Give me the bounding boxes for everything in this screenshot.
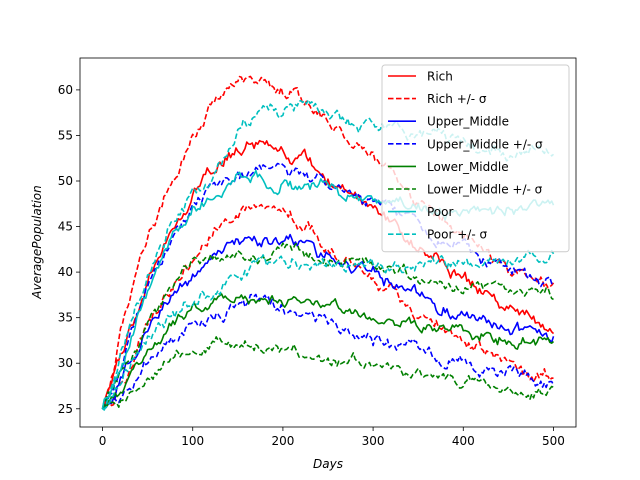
x-tick-label: 400 bbox=[452, 434, 475, 448]
x-axis-label: Days bbox=[313, 457, 343, 471]
legend-label: Upper_Middle bbox=[427, 115, 509, 129]
legend-label: Upper_Middle +/- σ bbox=[427, 137, 543, 151]
legend-label: Poor bbox=[427, 205, 453, 219]
x-tick-label: 100 bbox=[181, 434, 204, 448]
y-tick-label: 60 bbox=[58, 83, 73, 97]
legend-label: Lower_Middle +/- σ bbox=[427, 183, 543, 197]
plot-lines bbox=[101, 75, 555, 411]
x-tick-label: 300 bbox=[362, 434, 385, 448]
x-tick-label: 500 bbox=[542, 434, 565, 448]
x-axis-ticks: 0 100 200 300 400 500 bbox=[99, 427, 565, 448]
series-line bbox=[101, 293, 555, 410]
plot-frame bbox=[79, 57, 577, 428]
legend: Rich Rich +/- σ Upper_Middle Upper_Middle +… bbox=[381, 64, 570, 253]
series-line bbox=[102, 293, 555, 410]
y-axis-ticks: 25 30 35 40 45 50 55 60 bbox=[58, 83, 80, 416]
series-line bbox=[101, 203, 554, 410]
legend-label: Rich bbox=[427, 70, 453, 84]
series-line bbox=[102, 249, 555, 410]
legend-box bbox=[381, 64, 570, 253]
y-tick-label: 40 bbox=[58, 265, 73, 279]
y-tick-label: 45 bbox=[58, 220, 73, 234]
legend-label: Rich +/- σ bbox=[427, 92, 487, 106]
y-axis-label: AveragePopulation bbox=[30, 185, 44, 299]
x-tick-label: 200 bbox=[271, 434, 294, 448]
y-tick-label: 30 bbox=[58, 356, 73, 370]
series-line bbox=[101, 336, 554, 410]
y-tick-label: 50 bbox=[58, 174, 73, 188]
y-tick-label: 35 bbox=[58, 311, 73, 325]
series-line bbox=[101, 139, 555, 410]
legend-label: Poor +/- σ bbox=[427, 228, 487, 242]
legend-label: Lower_Middle bbox=[427, 160, 509, 174]
series-line bbox=[101, 233, 555, 410]
y-tick-label: 25 bbox=[58, 402, 73, 416]
x-tick-label: 0 bbox=[99, 434, 107, 448]
y-tick-label: 55 bbox=[58, 128, 73, 142]
series-line bbox=[101, 162, 554, 410]
series-line bbox=[101, 242, 554, 410]
